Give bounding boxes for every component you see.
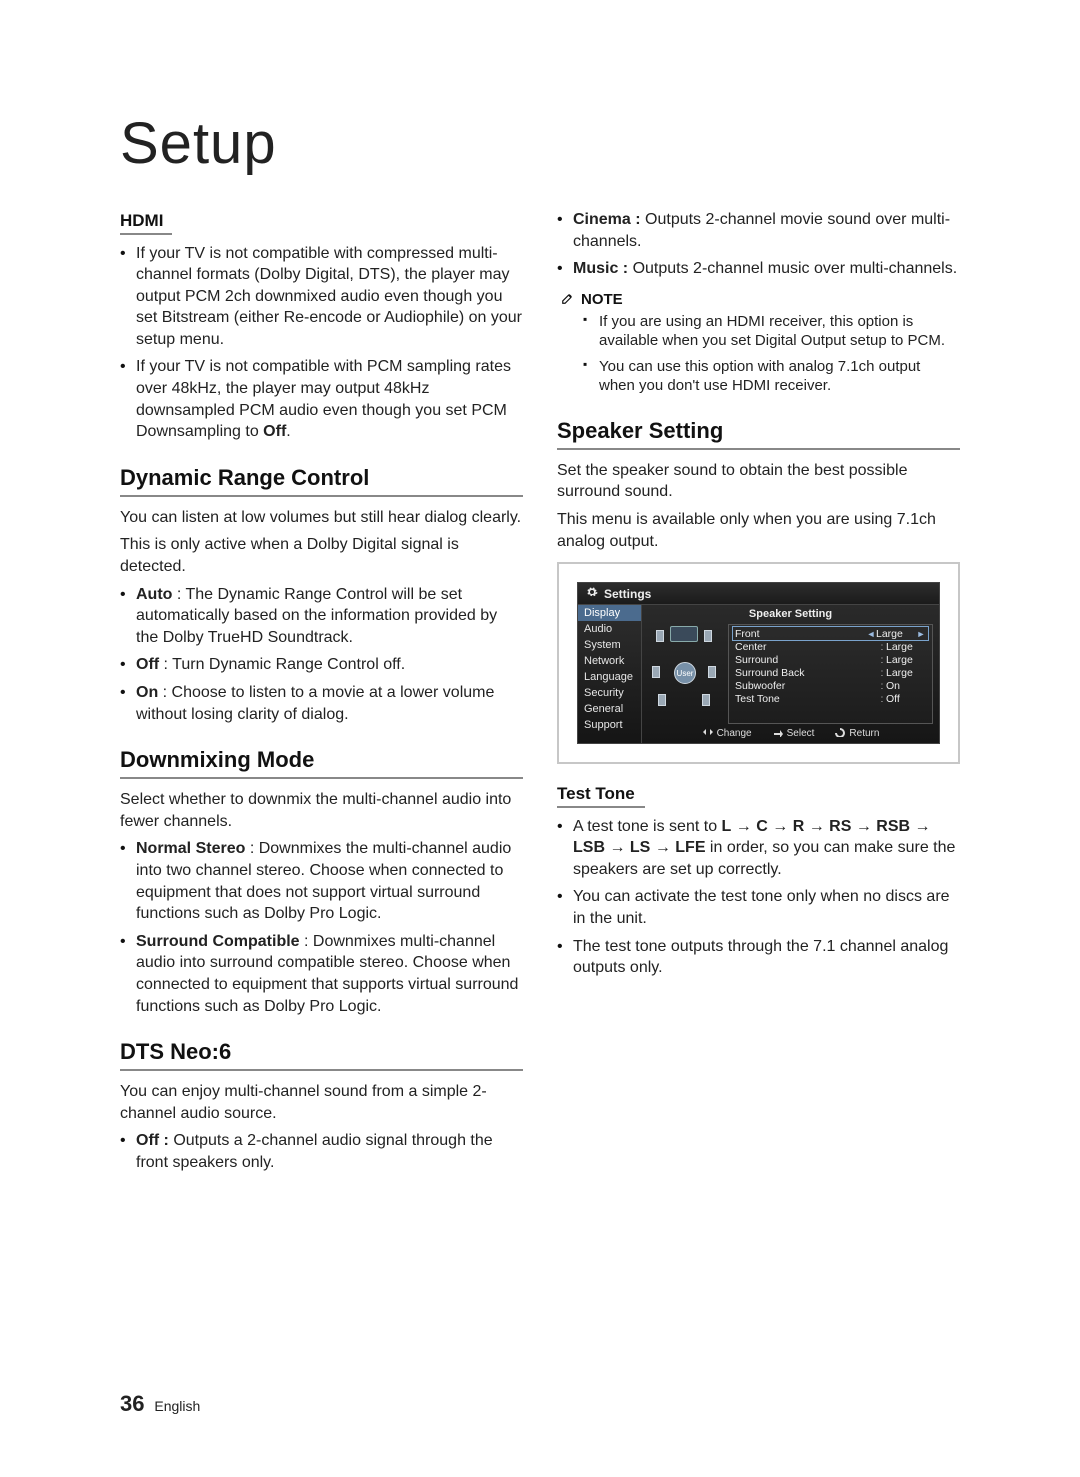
divider (557, 448, 960, 450)
speaker-icon (656, 630, 664, 642)
divider (120, 233, 172, 235)
osd-row[interactable]: Surround:Large (733, 653, 928, 666)
page-number: 36 (120, 1391, 144, 1416)
page-language: English (154, 1398, 200, 1414)
list-item: If your TV is not compatible with PCM sa… (120, 356, 523, 442)
osd-sidebar-item[interactable]: Support (578, 717, 641, 733)
hint-select: Select (772, 727, 815, 739)
note-item: If you are using an HDMI receiver, this … (583, 312, 960, 351)
testtone-heading: Test Tone (557, 784, 960, 804)
speaker-p2: This menu is available only when you are… (557, 509, 960, 552)
list-item: Auto : The Dynamic Range Control will be… (120, 584, 523, 649)
content-columns: HDMI If your TV is not compatible with c… (120, 205, 960, 1180)
list-item: Music : Outputs 2-channel music over mul… (557, 258, 960, 280)
note-list: If you are using an HDMI receiver, this … (557, 312, 960, 396)
list-item: On : Choose to listen to a movie at a lo… (120, 682, 523, 725)
osd-footer: Change Select Return (642, 724, 939, 743)
speaker-diagram: User (648, 624, 722, 724)
dts-heading: DTS Neo:6 (120, 1039, 523, 1065)
divider (557, 806, 645, 808)
hdmi-heading: HDMI (120, 211, 523, 231)
list-item: The test tone outputs through the 7.1 ch… (557, 936, 960, 979)
list-item: You can activate the test tone only when… (557, 886, 960, 929)
right-column: Cinema : Outputs 2-channel movie sound o… (557, 205, 960, 1180)
osd-body: DisplayAudioSystemNetworkLanguageSecurit… (578, 605, 939, 743)
osd-list[interactable]: Front◄Large►Center:LargeSurround:LargeSu… (728, 624, 933, 724)
speaker-icon (708, 666, 716, 678)
osd-sidebar-item[interactable]: Language (578, 669, 641, 685)
speaker-heading: Speaker Setting (557, 418, 960, 444)
divider (120, 1069, 523, 1071)
downmix-heading: Downmixing Mode (120, 747, 523, 773)
left-column: HDMI If your TV is not compatible with c… (120, 205, 523, 1180)
osd-titlebar: Settings (578, 583, 939, 605)
osd-panel-title: Speaker Setting (642, 605, 939, 624)
osd-title: Settings (604, 587, 651, 601)
osd-sidebar-item[interactable]: General (578, 701, 641, 717)
section-hdmi: HDMI If your TV is not compatible with c… (120, 211, 523, 443)
osd-screenshot: Settings DisplayAudioSystemNetworkLangua… (557, 562, 960, 764)
osd-row[interactable]: Front◄Large► (733, 627, 928, 640)
note-item: You can use this option with analog 7.1c… (583, 357, 960, 396)
section-downmix: Downmixing Mode Select whether to downmi… (120, 747, 523, 1017)
section-speaker: Speaker Setting Set the speaker sound to… (557, 418, 960, 552)
dts-bullets-cont: Cinema : Outputs 2-channel movie sound o… (557, 209, 960, 280)
osd-window: Settings DisplayAudioSystemNetworkLangua… (577, 582, 940, 744)
list-item: Cinema : Outputs 2-channel movie sound o… (557, 209, 960, 252)
speaker-icon (702, 694, 710, 706)
osd-row[interactable]: Subwoofer:On (733, 679, 928, 692)
speaker-icon (704, 630, 712, 642)
hint-change: Change (702, 727, 752, 739)
tv-icon (670, 626, 698, 642)
section-drc: Dynamic Range Control You can listen at … (120, 465, 523, 725)
osd-sidebar-item[interactable]: Network (578, 653, 641, 669)
page-footer: 36 English (120, 1391, 200, 1417)
user-icon: User (674, 662, 696, 684)
page-title: Setup (120, 110, 960, 177)
gear-icon (586, 586, 598, 601)
list-item: If your TV is not compatible with compre… (120, 243, 523, 351)
list-item: Surround Compatible : Downmixes multi-ch… (120, 931, 523, 1017)
drc-p2: This is only active when a Dolby Digital… (120, 534, 523, 577)
section-testtone: Test Tone A test tone is sent to L → C →… (557, 784, 960, 979)
osd-content: User Front◄Large►Center:LargeSurround:La… (642, 624, 939, 724)
note-heading: NOTE (561, 290, 960, 308)
osd-sidebar-item[interactable]: Display (578, 605, 641, 621)
drc-p1: You can listen at low volumes but still … (120, 507, 523, 529)
osd-main: Speaker Setting User (642, 605, 939, 743)
hint-return: Return (834, 727, 879, 739)
divider (120, 777, 523, 779)
osd-sidebar-item[interactable]: Security (578, 685, 641, 701)
speaker-icon (658, 694, 666, 706)
osd-sidebar-item[interactable]: Audio (578, 621, 641, 637)
testtone-bullets: A test tone is sent to L → C → R → RS → … (557, 816, 960, 979)
downmix-p1: Select whether to downmix the multi-chan… (120, 789, 523, 832)
osd-row[interactable]: Center:Large (733, 640, 928, 653)
speaker-icon (652, 666, 660, 678)
drc-heading: Dynamic Range Control (120, 465, 523, 491)
drc-bullets: Auto : The Dynamic Range Control will be… (120, 584, 523, 726)
osd-sidebar[interactable]: DisplayAudioSystemNetworkLanguageSecurit… (578, 605, 642, 743)
divider (120, 495, 523, 497)
osd-sidebar-item[interactable]: System (578, 637, 641, 653)
list-item: Off : Outputs a 2-channel audio signal t… (120, 1130, 523, 1173)
downmix-bullets: Normal Stereo : Downmixes the multi-chan… (120, 838, 523, 1017)
list-item: Normal Stereo : Downmixes the multi-chan… (120, 838, 523, 924)
section-dts: DTS Neo:6 You can enjoy multi-channel so… (120, 1039, 523, 1173)
hdmi-bullets: If your TV is not compatible with compre… (120, 243, 523, 443)
osd-row[interactable]: Surround Back:Large (733, 666, 928, 679)
dts-bullets: Off : Outputs a 2-channel audio signal t… (120, 1130, 523, 1173)
dts-p1: You can enjoy multi-channel sound from a… (120, 1081, 523, 1124)
osd-row[interactable]: Test Tone:Off (733, 692, 928, 705)
speaker-p1: Set the speaker sound to obtain the best… (557, 460, 960, 503)
list-item: A test tone is sent to L → C → R → RS → … (557, 816, 960, 881)
list-item: Off : Turn Dynamic Range Control off. (120, 654, 523, 676)
note-icon (561, 291, 575, 309)
